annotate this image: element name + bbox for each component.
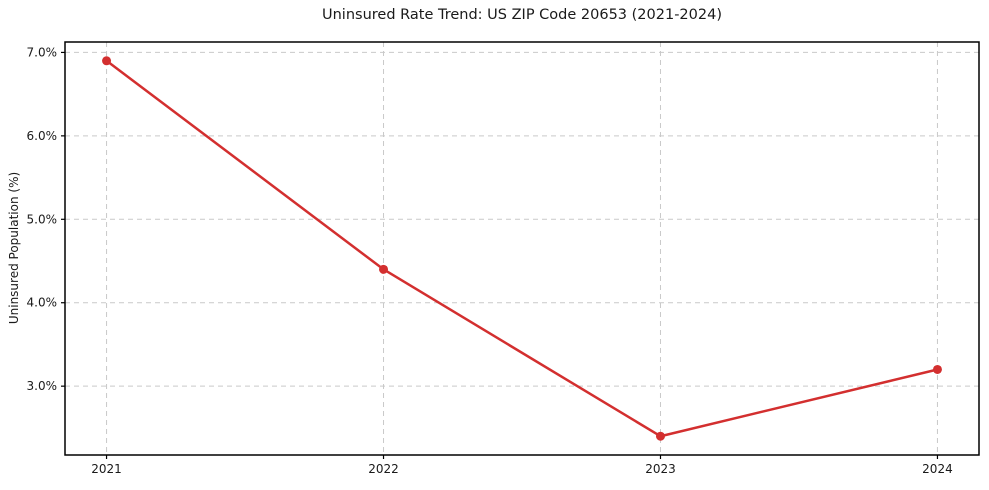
plot-border (64, 41, 980, 456)
y-tick-label: 7.0% (27, 45, 58, 59)
data-point (102, 56, 112, 66)
y-tick-label: 3.0% (27, 379, 58, 393)
x-tick-label: 2023 (645, 462, 676, 476)
x-tick-label: 2024 (922, 462, 953, 476)
x-tick-label: 2022 (368, 462, 399, 476)
data-point (655, 431, 665, 441)
y-axis-label: Uninsured Population (%) (7, 171, 21, 325)
y-tick-label: 4.0% (27, 296, 58, 310)
y-tick-label: 6.0% (27, 129, 58, 143)
chart-title: Uninsured Rate Trend: US ZIP Code 20653 … (322, 7, 722, 23)
data-point (932, 364, 942, 374)
data-point (379, 264, 389, 274)
data-line (105, 59, 939, 438)
x-tick-label: 2021 (91, 462, 122, 476)
y-tick-label: 5.0% (27, 212, 58, 226)
